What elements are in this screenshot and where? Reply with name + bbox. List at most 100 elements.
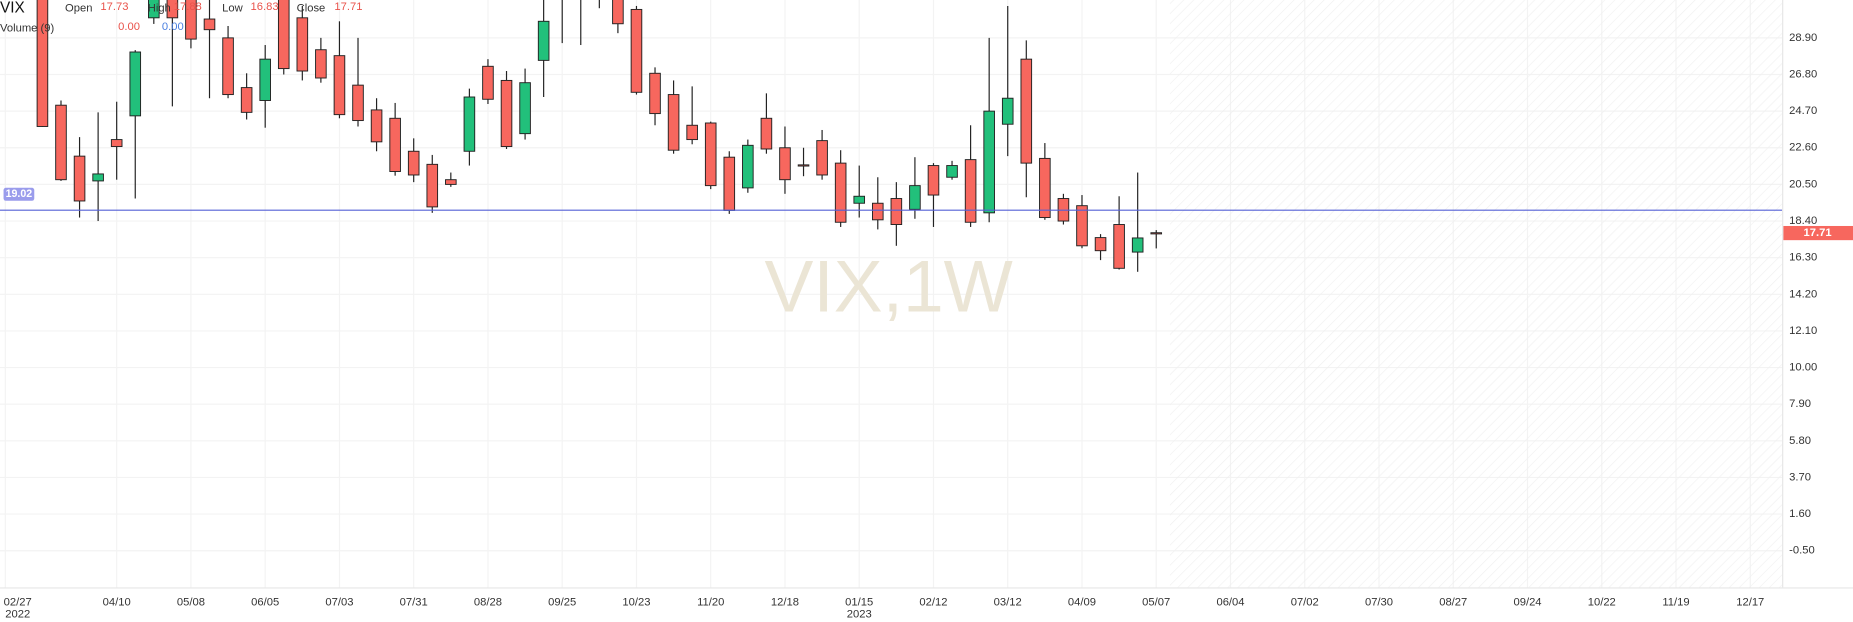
y-tick-label: -0.50 (1789, 545, 1815, 557)
volume-label: Volume (9) (0, 22, 55, 34)
candle-body (519, 82, 531, 135)
y-tick-label: 16.30 (1789, 252, 1817, 264)
candle-body (36, 0, 49, 127)
x-tick-label: 04/10 (103, 597, 131, 609)
candle-body (73, 155, 86, 202)
x-tick-label: 07/02 (1291, 597, 1319, 609)
candle-body (649, 72, 661, 115)
candle-body (1076, 205, 1088, 247)
x-tick-label: 11/20 (697, 597, 724, 609)
candle-body (1020, 58, 1033, 164)
x-tick-label: 09/24 (1513, 597, 1541, 609)
y-tick-label: 26.80 (1789, 68, 1817, 80)
candle-body (630, 8, 643, 93)
candle-body (203, 18, 216, 31)
y-tick-label: 12.10 (1789, 325, 1817, 337)
candle-body (612, 0, 624, 25)
x-tick-label: 10/23 (622, 597, 650, 609)
candle-body (1131, 237, 1144, 253)
y-tick-label: 20.50 (1789, 178, 1817, 190)
last-price-badge (1783, 225, 1853, 241)
candle-body (779, 147, 791, 181)
x-tick-label: 11/19 (1662, 597, 1689, 609)
ohlc-label: Low (222, 2, 243, 14)
ohlc-value: 17.73 (100, 1, 128, 13)
price-line-label: 19.02 (6, 188, 33, 200)
future-region (1169, 0, 1783, 588)
x-tick-label: 12/18 (771, 597, 799, 609)
candle-body (946, 165, 958, 178)
y-tick-label: 18.40 (1789, 215, 1817, 227)
candle-body (222, 37, 234, 96)
x-tick-label: 06/05 (251, 597, 279, 609)
candle-body (742, 144, 754, 189)
x-tick-label: 08/27 (1439, 597, 1467, 609)
x-tick-label: 04/09 (1068, 597, 1096, 609)
candle-body (983, 110, 995, 214)
candle-body (1113, 224, 1125, 269)
header: VIX Open 17.73 High 17.88 Low 16.83 Clos… (0, 0, 363, 34)
candle-body (407, 150, 420, 176)
candles (36, 0, 1163, 272)
candle-body (816, 140, 828, 176)
x-tick-label: 05/07 (1142, 597, 1170, 609)
candle-body (909, 185, 921, 210)
ohlc-label: High (148, 2, 171, 14)
y-tick-label: 3.70 (1789, 471, 1811, 483)
candle-body (185, 0, 197, 40)
ohlc-value: 16.83 (251, 1, 279, 13)
x-tick-label: 10/22 (1588, 597, 1616, 609)
x-tick-label: 05/08 (177, 597, 205, 609)
candle-body (148, 0, 160, 19)
candle-body (1094, 237, 1107, 252)
ohlc-label: Open (65, 2, 92, 14)
x-tick-label: 03/12 (994, 597, 1022, 609)
y-tick-label: 10.00 (1789, 362, 1817, 374)
candle-body (277, 0, 290, 70)
candle-body (92, 173, 104, 182)
candle-body (445, 179, 457, 185)
candle-body (370, 109, 383, 143)
candle-body (1150, 232, 1163, 235)
x-tick-label: 02/12 (919, 597, 947, 609)
x-tick-label: 09/25 (548, 597, 576, 609)
candle-body (537, 20, 550, 61)
x-tick-label: 12/17 (1736, 597, 1764, 609)
x-tick-label: 08/28 (474, 597, 502, 609)
candle-body (500, 79, 513, 148)
ohlc-value: 17.88 (174, 1, 202, 13)
candle-body (927, 165, 940, 196)
y-tick-label: 28.90 (1789, 32, 1817, 44)
candle-body (259, 58, 271, 101)
y-tick-label: 22.60 (1789, 142, 1817, 154)
candle-body (333, 55, 346, 116)
candle-body (1039, 157, 1051, 219)
candle-body (110, 139, 123, 148)
candle-body (797, 164, 810, 167)
symbol: VIX (0, 0, 25, 16)
candle-body (667, 94, 680, 151)
candle-body (240, 87, 253, 113)
y-tick-label: 1.60 (1789, 508, 1811, 520)
candle-body (55, 104, 67, 181)
candle-body (426, 163, 439, 208)
y-tick-label: 5.80 (1789, 435, 1811, 447)
candle-body (389, 117, 401, 172)
candle-body (129, 51, 142, 117)
candle-body (686, 124, 698, 141)
candle-body (482, 65, 494, 100)
x-tick-label: 01/15 (845, 597, 873, 609)
x-tick-label: 07/31 (400, 597, 428, 609)
x-tick-label: 06/04 (1216, 597, 1244, 609)
candle-body (871, 202, 884, 221)
candle-body (834, 162, 847, 223)
ohlc-label: Close (297, 2, 326, 14)
candle-body (296, 17, 309, 72)
x-year-label: 2023 (847, 609, 872, 621)
candle-body (352, 84, 364, 122)
y-tick-label: 14.20 (1789, 288, 1817, 300)
y-tick-label: 7.90 (1789, 398, 1811, 410)
x-tick-label: 02/27 (4, 597, 32, 609)
